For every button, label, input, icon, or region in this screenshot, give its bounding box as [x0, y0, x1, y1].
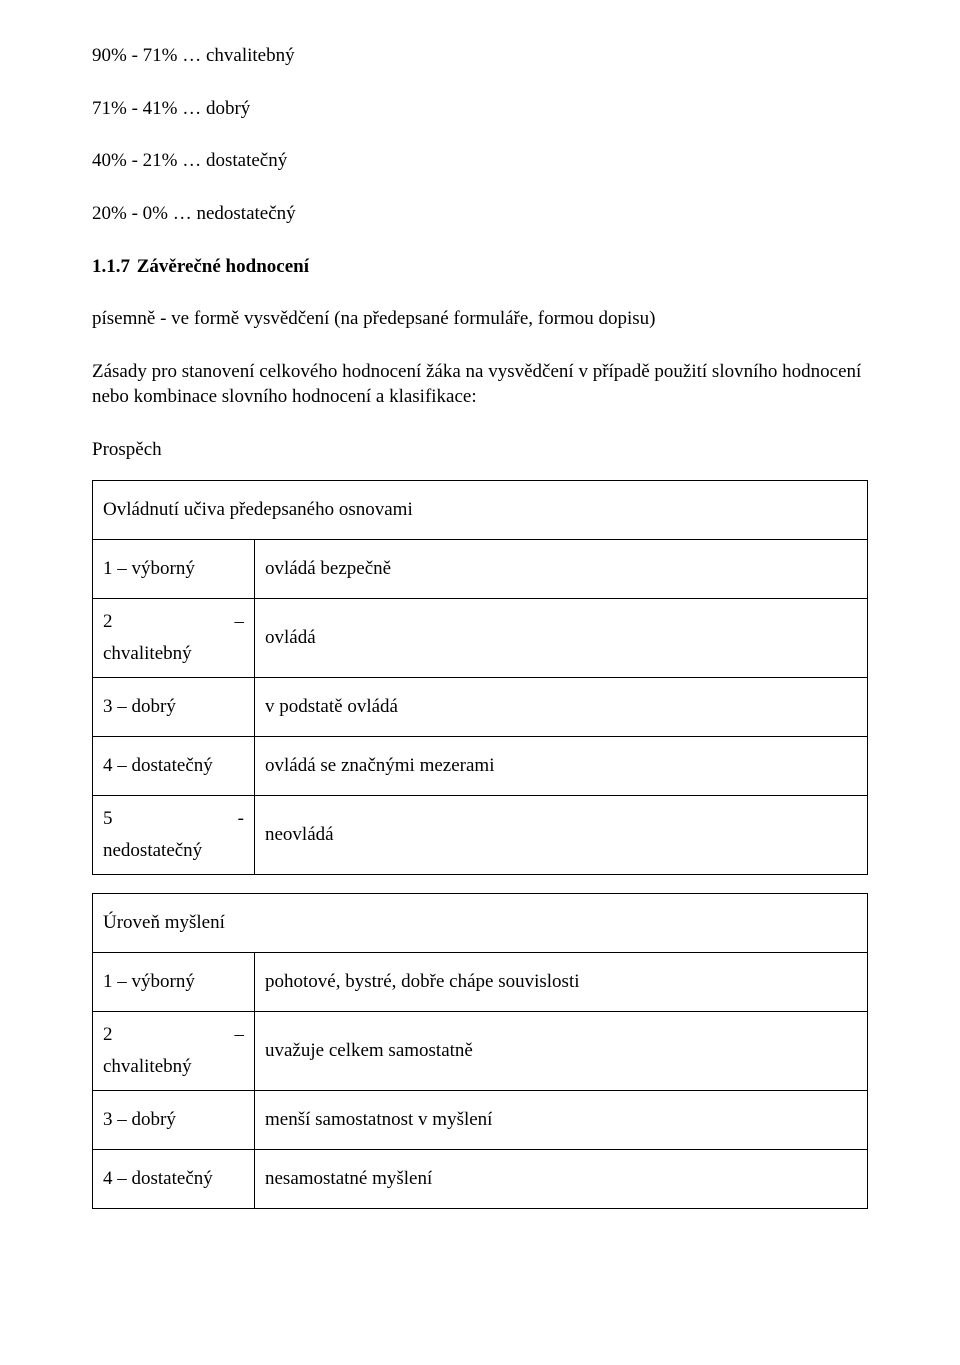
- grade-cell: 1 – výborný: [93, 953, 255, 1012]
- table-header-cell: Úroveň myšlení: [93, 894, 868, 953]
- grade-cell: 5 - nedostatečný: [93, 796, 255, 875]
- section-heading: 1.1.7 Závěrečné hodnocení: [92, 255, 868, 280]
- grade-cell: 3 – dobrý: [93, 678, 255, 737]
- table-row: 2 – chvalitebný ovládá: [93, 599, 868, 678]
- table-row: 3 – dobrý menší samostatnost v myšlení: [93, 1091, 868, 1150]
- section-title: Závěrečné hodnocení: [137, 256, 309, 277]
- grade-dash: -: [238, 807, 244, 832]
- desc-cell: menší samostatnost v myšlení: [255, 1091, 868, 1150]
- grade-number: 2: [103, 1023, 113, 1048]
- grade-number: 2: [103, 610, 113, 635]
- grade-label: nedostatečný: [103, 839, 202, 864]
- grade-cell: 4 – dostatečný: [93, 737, 255, 796]
- intro-line: 20% - 0% … nedostatečný: [92, 202, 868, 227]
- grade-number: 5: [103, 807, 113, 832]
- grade-dash: –: [235, 610, 245, 635]
- intro-line: 90% - 71% … chvalitebný: [92, 44, 868, 69]
- table-header-cell: Ovládnutí učiva předepsaného osnovami: [93, 481, 868, 540]
- desc-cell: neovládá: [255, 796, 868, 875]
- table-row: 1 – výborný pohotové, bystré, dobře cháp…: [93, 953, 868, 1012]
- table-row: 4 – dostatečný ovládá se značnými mezera…: [93, 737, 868, 796]
- grade-cell: 1 – výborný: [93, 540, 255, 599]
- body-paragraph: písemně - ve formě vysvědčení (na předep…: [92, 307, 868, 332]
- table-row: 3 – dobrý v podstatě ovládá: [93, 678, 868, 737]
- body-paragraph: Zásady pro stanovení celkového hodnocení…: [92, 360, 868, 409]
- grade-cell: 2 – chvalitebný: [93, 599, 255, 678]
- grade-label: chvalitebný: [103, 642, 192, 667]
- desc-cell: ovládá se značnými mezerami: [255, 737, 868, 796]
- table-row: 1 – výborný ovládá bezpečně: [93, 540, 868, 599]
- intro-line: 40% - 21% … dostatečný: [92, 149, 868, 174]
- grade-cell: 2 – chvalitebný: [93, 1012, 255, 1091]
- desc-cell: nesamostatné myšlení: [255, 1150, 868, 1209]
- desc-cell: v podstatě ovládá: [255, 678, 868, 737]
- table-row: 5 - nedostatečný neovládá: [93, 796, 868, 875]
- table-row: 4 – dostatečný nesamostatné myšlení: [93, 1150, 868, 1209]
- table-ovladnuti: Ovládnutí učiva předepsaného osnovami 1 …: [92, 480, 868, 875]
- section-number: 1.1.7: [92, 255, 132, 280]
- desc-cell: ovládá bezpečně: [255, 540, 868, 599]
- prospech-label: Prospěch: [92, 438, 868, 463]
- desc-cell: pohotové, bystré, dobře chápe souvislost…: [255, 953, 868, 1012]
- grade-cell: 4 – dostatečný: [93, 1150, 255, 1209]
- desc-cell: ovládá: [255, 599, 868, 678]
- grade-label: chvalitebný: [103, 1055, 192, 1080]
- intro-line: 71% - 41% … dobrý: [92, 97, 868, 122]
- table-header-row: Úroveň myšlení: [93, 894, 868, 953]
- table-header-row: Ovládnutí učiva předepsaného osnovami: [93, 481, 868, 540]
- table-uroven-mysleni: Úroveň myšlení 1 – výborný pohotové, bys…: [92, 893, 868, 1209]
- desc-cell: uvažuje celkem samostatně: [255, 1012, 868, 1091]
- table-row: 2 – chvalitebný uvažuje celkem samostatn…: [93, 1012, 868, 1091]
- grade-dash: –: [235, 1023, 245, 1048]
- grade-cell: 3 – dobrý: [93, 1091, 255, 1150]
